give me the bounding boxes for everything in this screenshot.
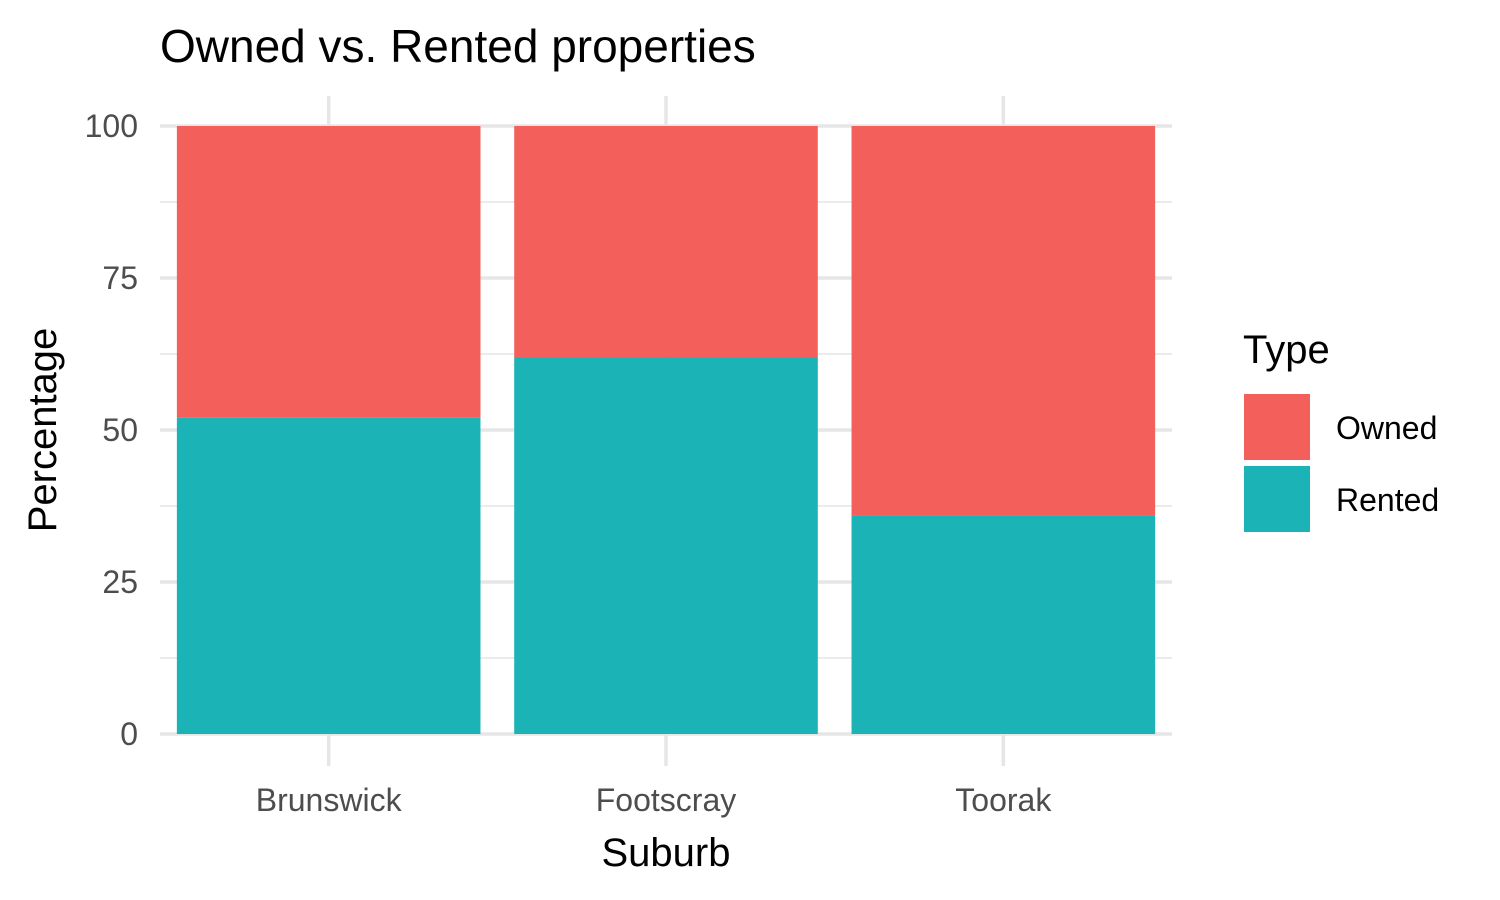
- legend: Type Owned Rented: [1243, 328, 1439, 532]
- bar-rented-toorak: [851, 515, 1156, 734]
- y-tick-label: 0: [120, 716, 138, 752]
- bar-rented-footscray: [514, 357, 818, 734]
- y-axis-title: Percentage: [21, 328, 65, 533]
- x-axis-title: Suburb: [602, 831, 731, 875]
- bar-owned-toorak: [851, 126, 1156, 516]
- legend-label-owned: Owned: [1336, 410, 1437, 446]
- legend-swatch-rented: [1244, 466, 1310, 532]
- x-tick-label: Brunswick: [256, 782, 403, 818]
- x-tick-label: Toorak: [955, 782, 1052, 818]
- chart-title: Owned vs. Rented properties: [160, 20, 756, 72]
- bar-owned-footscray: [514, 126, 818, 358]
- legend-swatch-owned: [1244, 394, 1310, 460]
- y-axis-ticks: 0 25 50 75 100: [85, 108, 138, 752]
- y-tick-label: 50: [102, 412, 138, 448]
- bar-owned-brunswick: [176, 126, 481, 418]
- x-tick-label: Footscray: [596, 782, 736, 818]
- legend-title: Type: [1243, 328, 1330, 372]
- bar-rented-brunswick: [176, 417, 481, 734]
- y-tick-label: 75: [102, 260, 138, 296]
- y-tick-label: 100: [85, 108, 138, 144]
- y-tick-label: 25: [102, 564, 138, 600]
- bars: [176, 126, 1156, 734]
- legend-label-rented: Rented: [1336, 482, 1439, 518]
- x-axis-ticks: Brunswick Footscray Toorak: [256, 782, 1053, 818]
